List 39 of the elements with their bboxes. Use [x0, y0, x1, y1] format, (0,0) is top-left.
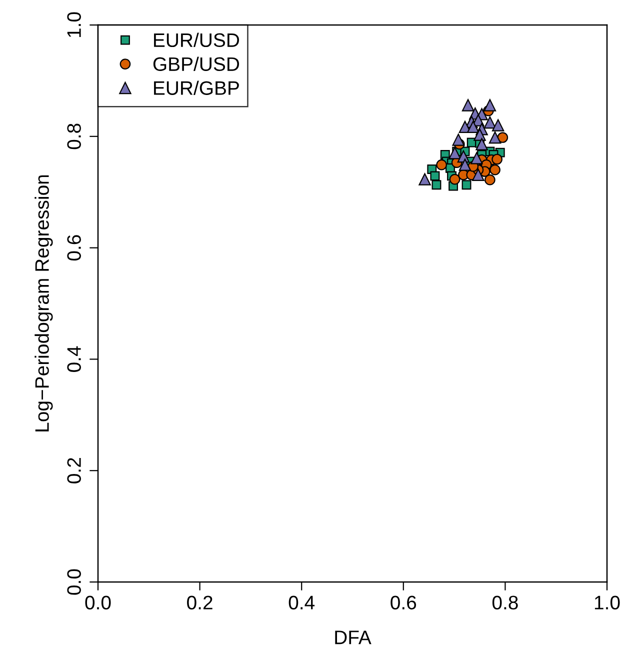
point	[436, 159, 447, 170]
x-tick-label: 1.0	[594, 596, 620, 610]
point	[449, 174, 460, 185]
y-tick-label: 0.4	[67, 346, 81, 372]
x-tick-label: 0.0	[85, 596, 111, 610]
point	[467, 120, 480, 134]
point	[497, 132, 508, 143]
x-axis-title: DFA	[335, 630, 372, 644]
point	[488, 131, 502, 144]
point	[492, 119, 504, 132]
y-tick-label: 0.8	[67, 124, 81, 150]
x-tick-label: 0.4	[288, 596, 315, 610]
point	[448, 147, 461, 160]
legend-label: EUR/USD	[154, 32, 240, 48]
point	[474, 128, 486, 141]
point	[484, 99, 496, 112]
point	[472, 168, 484, 181]
point	[452, 134, 464, 146]
point	[418, 173, 431, 186]
point	[484, 174, 496, 186]
x-tick-label: 0.2	[187, 596, 212, 610]
point	[476, 138, 488, 150]
legend-label: EUR/GBP	[154, 80, 239, 95]
point	[462, 99, 474, 112]
point	[432, 180, 442, 190]
y-axis-title: Log−Periodogram Regression	[34, 175, 53, 432]
point	[462, 180, 472, 190]
x-tick-label: 0.6	[390, 596, 416, 610]
point	[484, 116, 496, 129]
legend-label: GBP/USD	[153, 56, 240, 72]
point	[458, 158, 472, 171]
x-tick-label: 0.8	[492, 596, 518, 610]
y-tick-label: 0.2	[67, 458, 81, 484]
point	[490, 164, 500, 176]
y-tick-label: 0.6	[67, 235, 81, 261]
point	[470, 152, 483, 164]
y-tick-label: 1.0	[67, 12, 81, 38]
point	[430, 171, 440, 181]
point	[492, 154, 502, 165]
